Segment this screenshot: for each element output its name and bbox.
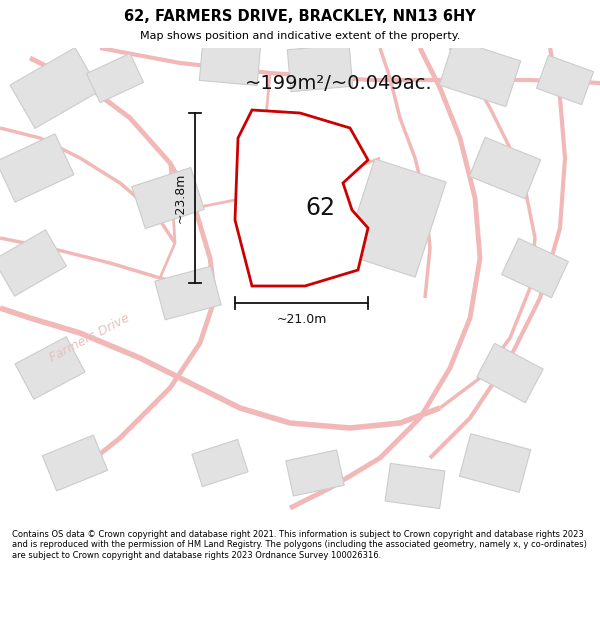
Polygon shape	[536, 56, 593, 104]
Polygon shape	[477, 343, 543, 402]
Polygon shape	[235, 110, 368, 286]
Polygon shape	[439, 39, 521, 107]
Polygon shape	[287, 44, 353, 92]
Text: Farmers Drive: Farmers Drive	[48, 311, 132, 364]
Text: Contains OS data © Crown copyright and database right 2021. This information is : Contains OS data © Crown copyright and d…	[12, 530, 587, 559]
Polygon shape	[286, 450, 344, 496]
Polygon shape	[132, 168, 204, 229]
Polygon shape	[192, 439, 248, 487]
Polygon shape	[385, 463, 445, 509]
Polygon shape	[10, 48, 100, 128]
Polygon shape	[460, 434, 530, 492]
Polygon shape	[86, 53, 143, 102]
Text: Map shows position and indicative extent of the property.: Map shows position and indicative extent…	[140, 31, 460, 41]
Polygon shape	[469, 138, 541, 199]
Polygon shape	[0, 230, 67, 296]
Polygon shape	[0, 134, 74, 202]
Text: ~21.0m: ~21.0m	[277, 313, 326, 326]
Polygon shape	[15, 337, 85, 399]
Polygon shape	[199, 41, 260, 86]
Polygon shape	[344, 159, 446, 277]
Polygon shape	[155, 266, 221, 320]
Text: 62, FARMERS DRIVE, BRACKLEY, NN13 6HY: 62, FARMERS DRIVE, BRACKLEY, NN13 6HY	[124, 9, 476, 24]
Polygon shape	[43, 435, 107, 491]
Text: 62: 62	[305, 196, 335, 220]
Text: ~199m²/~0.049ac.: ~199m²/~0.049ac.	[245, 74, 433, 93]
Polygon shape	[502, 238, 568, 298]
Text: ~23.8m: ~23.8m	[174, 173, 187, 223]
